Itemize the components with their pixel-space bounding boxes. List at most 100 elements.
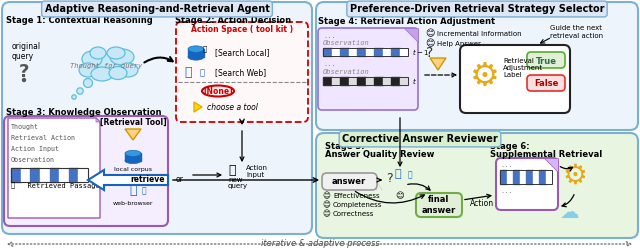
Ellipse shape (125, 150, 141, 156)
Text: Stage 6:: Stage 6: (490, 142, 530, 151)
Circle shape (22, 79, 26, 82)
FancyBboxPatch shape (2, 2, 312, 234)
Text: Action Space ( tool kit ): Action Space ( tool kit ) (191, 26, 293, 34)
Circle shape (77, 88, 83, 94)
Polygon shape (68, 168, 78, 182)
Text: Incremental Information: Incremental Information (437, 31, 522, 37)
Text: new: new (228, 177, 243, 183)
Polygon shape (340, 48, 349, 56)
Text: ⚙: ⚙ (563, 162, 588, 190)
Text: Observation: Observation (323, 40, 370, 46)
Text: iterative & adaptive process: iterative & adaptive process (260, 240, 380, 248)
Text: 🔒: 🔒 (11, 181, 15, 187)
Text: ?: ? (386, 173, 392, 186)
Text: Thought for query: Thought for query (70, 63, 142, 69)
Polygon shape (365, 77, 374, 85)
Polygon shape (374, 48, 383, 56)
Circle shape (72, 95, 76, 99)
Text: Stage 1: Contextual Reasoning: Stage 1: Contextual Reasoning (6, 16, 153, 25)
Text: Retrieved Passages: Retrieved Passages (19, 183, 104, 189)
Text: Corrective Answer Reviewer: Corrective Answer Reviewer (342, 134, 498, 144)
Ellipse shape (109, 66, 127, 80)
Ellipse shape (86, 54, 130, 76)
Polygon shape (40, 168, 49, 182)
Polygon shape (11, 168, 20, 182)
Polygon shape (399, 48, 408, 56)
Text: ...: ... (323, 33, 336, 39)
Text: $t-1$: $t-1$ (412, 47, 429, 57)
Text: [Search Local]: [Search Local] (215, 49, 269, 58)
Polygon shape (404, 28, 418, 42)
Polygon shape (323, 77, 332, 85)
Text: Stage 4: Retrieval Action Adjustment: Stage 4: Retrieval Action Adjustment (318, 17, 495, 26)
Text: Observation: Observation (323, 69, 370, 75)
Text: 😊: 😊 (322, 191, 330, 200)
Text: choose a tool: choose a tool (207, 102, 258, 112)
Text: 😊: 😊 (426, 30, 435, 38)
Text: Adaptive Reasoning-and-Retrieval Agent: Adaptive Reasoning-and-Retrieval Agent (45, 4, 269, 14)
Text: local corpus: local corpus (114, 167, 152, 172)
Text: original
query: original query (12, 42, 41, 62)
Text: [None]: [None] (203, 87, 233, 95)
Text: ...: ... (500, 162, 513, 168)
Polygon shape (391, 77, 399, 85)
Polygon shape (349, 77, 357, 85)
Ellipse shape (202, 86, 234, 96)
Text: Action Input: Action Input (11, 146, 59, 152)
Text: 💡: 💡 (228, 164, 236, 178)
Polygon shape (323, 48, 332, 56)
Text: Stage 2: Action Decision: Stage 2: Action Decision (175, 16, 291, 25)
Text: Preference-Driven Retrieval Strategy Selector: Preference-Driven Retrieval Strategy Sel… (349, 4, 604, 14)
Ellipse shape (110, 49, 134, 65)
Polygon shape (500, 170, 506, 184)
Polygon shape (88, 170, 168, 190)
Text: Action: Action (470, 199, 494, 209)
Text: [Retrieval Tool]: [Retrieval Tool] (100, 118, 166, 127)
Polygon shape (8, 118, 100, 218)
FancyBboxPatch shape (416, 193, 462, 217)
Text: Supplemental Retrieval: Supplemental Retrieval (490, 150, 602, 159)
Text: Completeness: Completeness (333, 202, 382, 208)
Ellipse shape (82, 51, 102, 67)
FancyBboxPatch shape (460, 45, 570, 113)
Text: query: query (228, 183, 248, 189)
Text: 😊: 😊 (396, 191, 404, 200)
Text: 👤: 👤 (184, 66, 192, 80)
Ellipse shape (91, 67, 113, 81)
FancyBboxPatch shape (318, 28, 418, 110)
Text: 🖥: 🖥 (200, 68, 205, 77)
Text: Correctness: Correctness (333, 211, 374, 217)
Text: 👤: 👤 (129, 184, 137, 196)
Polygon shape (49, 168, 59, 182)
Bar (323, 48, 408, 56)
Text: retrieve: retrieve (131, 175, 165, 184)
FancyBboxPatch shape (4, 116, 168, 226)
Text: ...: ... (500, 188, 513, 194)
Text: [Search Web]: [Search Web] (215, 68, 266, 77)
Text: 🖥: 🖥 (408, 171, 413, 180)
Ellipse shape (188, 46, 204, 52)
Polygon shape (383, 48, 391, 56)
Polygon shape (374, 77, 383, 85)
Polygon shape (357, 77, 365, 85)
Polygon shape (20, 168, 30, 182)
Bar (323, 77, 408, 85)
Polygon shape (520, 170, 526, 184)
Ellipse shape (118, 63, 138, 77)
Ellipse shape (90, 47, 106, 59)
Text: $t$: $t$ (412, 76, 417, 86)
Polygon shape (332, 48, 340, 56)
Polygon shape (506, 170, 513, 184)
Polygon shape (357, 48, 365, 56)
Bar (11, 168, 88, 182)
FancyBboxPatch shape (125, 154, 141, 161)
Polygon shape (399, 77, 408, 85)
Text: Guide the next: Guide the next (550, 25, 602, 31)
Text: Observation: Observation (11, 157, 55, 163)
Polygon shape (194, 102, 202, 112)
Polygon shape (545, 170, 552, 184)
Polygon shape (332, 77, 340, 85)
Text: ?: ? (426, 46, 434, 60)
FancyBboxPatch shape (188, 49, 204, 57)
FancyBboxPatch shape (316, 2, 638, 130)
